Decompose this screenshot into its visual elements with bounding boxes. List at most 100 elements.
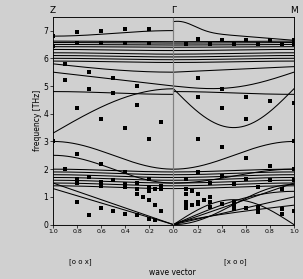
Point xyxy=(99,179,104,184)
Point xyxy=(255,204,260,209)
Point xyxy=(135,181,140,185)
Point xyxy=(243,117,248,122)
Point xyxy=(87,213,92,217)
Point xyxy=(75,152,79,156)
Point xyxy=(147,185,152,189)
Point xyxy=(159,120,164,124)
Point xyxy=(207,42,212,47)
Point xyxy=(207,200,212,205)
Point xyxy=(231,42,236,47)
Point xyxy=(111,208,116,213)
Point xyxy=(267,99,272,104)
Point xyxy=(243,177,248,181)
Point xyxy=(195,170,200,174)
Point xyxy=(231,200,236,205)
Point xyxy=(147,189,152,194)
Point xyxy=(87,86,92,91)
Point xyxy=(183,200,188,205)
Point xyxy=(291,42,296,47)
Point xyxy=(147,198,152,202)
Point xyxy=(75,200,79,205)
Point xyxy=(219,201,224,206)
Point xyxy=(255,42,260,47)
Point xyxy=(219,86,224,91)
Point xyxy=(219,174,224,178)
Point xyxy=(51,34,55,39)
Point xyxy=(243,156,248,160)
Text: [o o x]: [o o x] xyxy=(69,258,92,265)
Point xyxy=(99,117,104,122)
Point xyxy=(87,175,92,180)
Point xyxy=(183,186,188,191)
Point xyxy=(51,44,55,48)
Point xyxy=(255,210,260,214)
Point xyxy=(231,182,236,187)
Point xyxy=(207,195,212,199)
Point xyxy=(111,178,116,182)
Point xyxy=(75,177,79,181)
Point xyxy=(75,106,79,110)
Point xyxy=(63,62,68,66)
Point xyxy=(135,103,140,108)
Point xyxy=(99,184,104,188)
Point xyxy=(195,95,200,99)
Point xyxy=(63,167,68,171)
Point xyxy=(99,206,104,210)
Point xyxy=(141,195,146,199)
Point xyxy=(195,201,200,206)
Point xyxy=(147,27,152,32)
Point xyxy=(255,185,260,189)
Point xyxy=(159,184,164,188)
Point xyxy=(279,207,284,211)
Point xyxy=(99,28,104,33)
Point xyxy=(147,188,152,192)
Point xyxy=(189,189,194,194)
Point xyxy=(183,192,188,196)
Point xyxy=(123,125,128,130)
Point xyxy=(291,38,296,42)
Point xyxy=(279,211,284,216)
Point xyxy=(255,208,260,213)
Point xyxy=(123,211,128,216)
Point xyxy=(159,208,164,213)
Point xyxy=(183,206,188,210)
Point xyxy=(123,182,128,187)
Point xyxy=(195,136,200,141)
Point xyxy=(111,76,116,80)
Point xyxy=(123,185,128,189)
Y-axis label: frequency [THz]: frequency [THz] xyxy=(33,90,42,151)
Point xyxy=(291,167,296,171)
Point xyxy=(291,139,296,144)
Point xyxy=(99,161,104,166)
Point xyxy=(135,213,140,217)
Point xyxy=(99,41,104,45)
Point xyxy=(111,91,116,95)
Point xyxy=(231,203,236,207)
Point xyxy=(267,38,272,42)
Point xyxy=(147,177,152,181)
Point xyxy=(219,106,224,110)
Point xyxy=(291,178,296,182)
Text: [x o o]: [x o o] xyxy=(224,258,246,265)
Point xyxy=(195,76,200,80)
Point xyxy=(243,206,248,210)
Point xyxy=(195,192,200,196)
Point xyxy=(159,185,164,189)
Point xyxy=(183,42,188,47)
Point xyxy=(153,186,158,191)
Point xyxy=(159,186,164,191)
Point xyxy=(75,41,79,45)
Point xyxy=(123,41,128,45)
Point xyxy=(201,198,206,202)
Point xyxy=(267,164,272,169)
Point xyxy=(135,84,140,88)
Point xyxy=(147,41,152,45)
Point xyxy=(75,30,79,34)
Point xyxy=(135,192,140,196)
Point xyxy=(153,203,158,207)
Point xyxy=(183,177,188,181)
Point xyxy=(279,42,284,47)
Point xyxy=(147,217,152,221)
Point xyxy=(219,38,224,42)
Point xyxy=(279,186,284,191)
